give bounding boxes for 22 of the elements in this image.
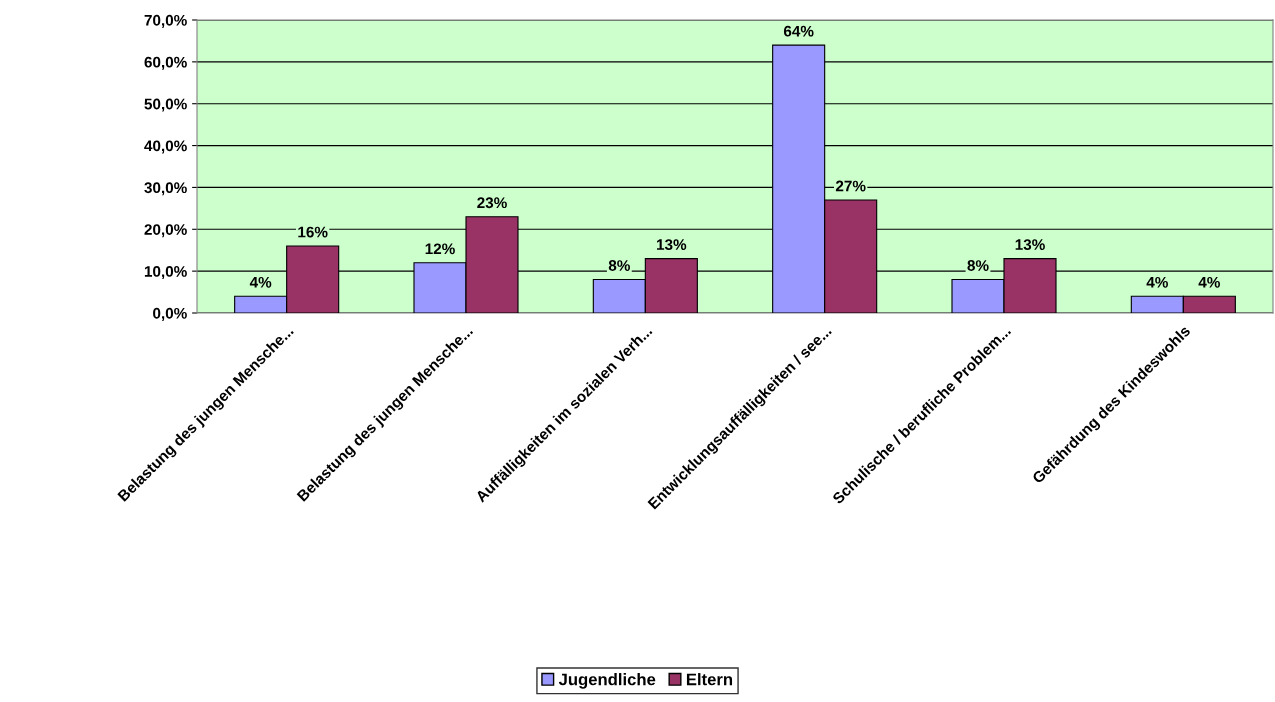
legend-label: Eltern [686, 673, 733, 686]
data-label: 64% [783, 25, 814, 37]
data-label: 13% [1015, 239, 1045, 251]
data-label: 12% [425, 243, 455, 255]
data-label: 13% [657, 239, 687, 251]
y-tick-label: 10,0% [144, 266, 187, 280]
y-tick-label: 60,0% [144, 56, 187, 70]
data-label: 23% [477, 197, 507, 209]
y-tick-label: 20,0% [144, 224, 187, 238]
data-label: 8% [608, 260, 630, 271]
y-tick-label: 70,0% [144, 14, 187, 28]
y-tick-label: 0,0% [153, 307, 187, 321]
data-label: 27% [835, 180, 866, 192]
data-label: 16% [298, 226, 328, 238]
y-tick-label: 40,0% [144, 140, 187, 154]
legend-label: Jugendliche [558, 673, 656, 689]
y-tick-label: 50,0% [144, 98, 187, 112]
data-label: 4% [249, 276, 272, 288]
data-label: 4% [1146, 276, 1168, 288]
data-label: 4% [1198, 276, 1220, 288]
y-tick-label: 30,0% [144, 182, 187, 196]
data-label: 8% [967, 260, 989, 271]
